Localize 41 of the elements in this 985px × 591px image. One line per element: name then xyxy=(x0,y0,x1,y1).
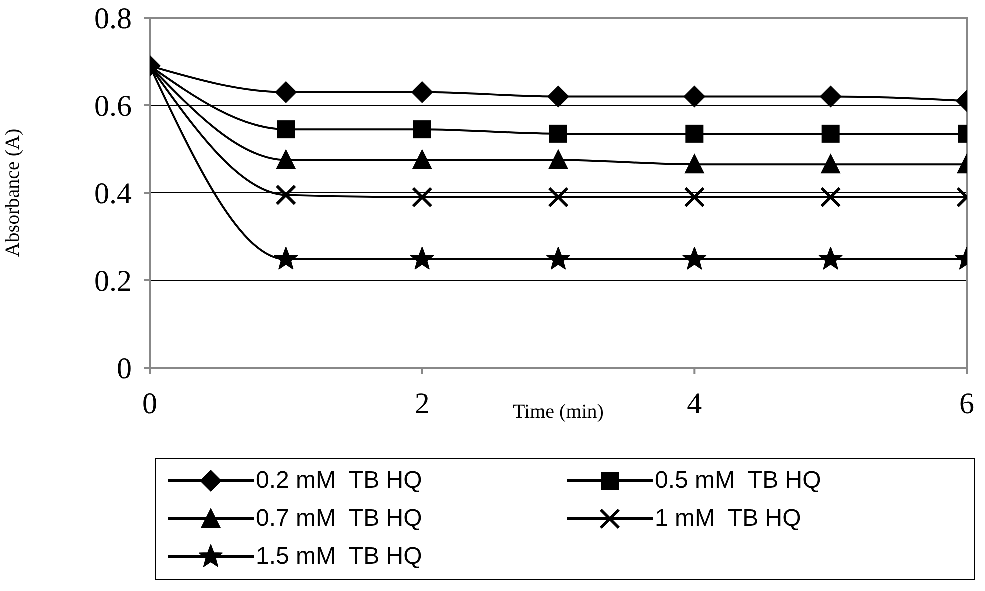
y-axis-title: Absorbance (A) xyxy=(2,128,24,258)
point xyxy=(820,86,842,108)
point xyxy=(820,186,842,208)
x-tick-label: 6 xyxy=(960,387,974,420)
point xyxy=(686,124,704,143)
y-tick-label: 0.4 xyxy=(94,178,132,211)
legend-label: 0.5 mM TB HQ xyxy=(655,467,822,495)
x-axis-title: Time (min) xyxy=(513,401,604,423)
legend-label: 0.2 mM TB HQ xyxy=(256,467,422,495)
legend-label: 0.7 mM TB HQ xyxy=(256,505,422,533)
point xyxy=(548,186,569,208)
point xyxy=(818,247,843,270)
point xyxy=(684,86,706,108)
point xyxy=(412,149,432,170)
point xyxy=(682,247,707,270)
y-tick-label: 0.8 xyxy=(94,2,132,36)
point xyxy=(548,149,568,170)
point xyxy=(822,124,840,143)
y-tick-label: 0 xyxy=(117,352,132,386)
point xyxy=(276,149,296,170)
x-tick-label: 4 xyxy=(687,387,702,420)
y-tick-label: 0.6 xyxy=(94,90,132,124)
point xyxy=(277,120,296,139)
point xyxy=(274,247,298,270)
y-tick-label: 0.2 xyxy=(94,265,132,298)
point xyxy=(412,186,433,208)
point xyxy=(413,120,432,139)
point xyxy=(820,154,841,174)
point xyxy=(275,81,298,104)
point xyxy=(550,124,568,143)
legend-label: 1.5 mM TB HQ xyxy=(256,543,422,571)
legend-label: 1 mM TB HQ xyxy=(655,505,802,533)
x-tick-label: 0 xyxy=(142,387,158,420)
point xyxy=(684,154,705,174)
point xyxy=(410,247,434,270)
x-tick-label: 2 xyxy=(414,387,430,420)
point xyxy=(548,86,570,108)
point xyxy=(546,247,570,270)
point xyxy=(411,81,434,104)
point xyxy=(684,186,706,208)
point xyxy=(276,184,297,206)
